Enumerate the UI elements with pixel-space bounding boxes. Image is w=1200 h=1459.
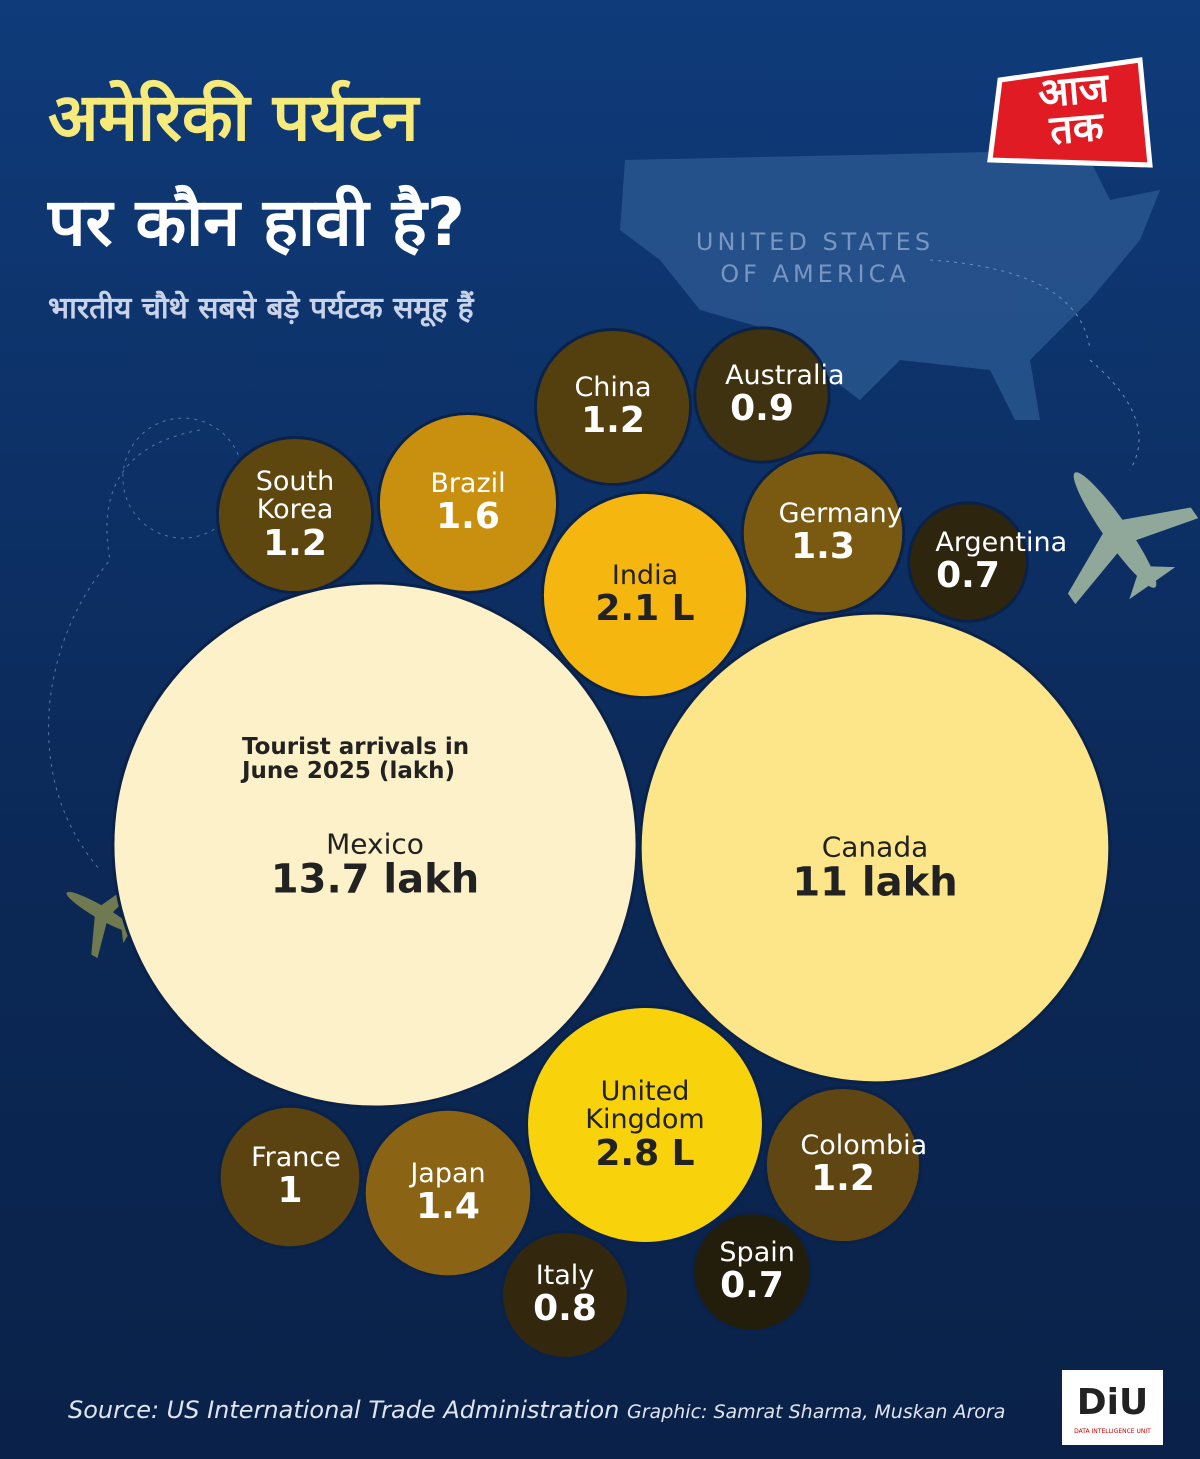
badge-sub: DATA INTELLIGENCE UNIT [1074,1428,1151,1435]
category-label: Germany [778,497,903,529]
bubble-label: Colombia 1.2 [800,1129,928,1200]
value-label: 2.1 L [595,588,695,630]
source: Source: US International Trade Administr… [68,1396,1005,1424]
value-label: 1.2 [581,400,645,442]
category-label: Brazil [430,467,506,499]
logo [987,57,1153,168]
value-label: 1 [277,1170,303,1212]
category-label: Canada [821,830,929,864]
credit: Graphic: Samrat Sharma, Muskan Arora [627,1401,1006,1423]
value-label: 1.3 [791,526,855,568]
source-text: Source: US International Trade Administr… [68,1396,620,1424]
value-label: 0.9 [730,388,794,430]
value-label: 1.2 [263,522,327,564]
subtitle: भारतीय चौथे सबसे बड़े पर्यटक समूह हैं [48,291,474,326]
bubble [763,1085,923,1245]
value-label: 0.8 [533,1288,597,1330]
bubble [217,1104,363,1250]
bubble [376,411,560,595]
value-label: 1.6 [436,496,500,538]
usa-map [620,150,1160,420]
bubble [500,1230,630,1360]
category-label: France [251,1141,341,1173]
value-label: 1.2 [811,1158,875,1200]
badge-box [1062,1370,1163,1445]
bubble-label: South Korea 1.2 [252,465,337,564]
map-label-line: OF AMERICA [720,260,910,288]
bubble-label: Italy 0.8 [530,1259,600,1330]
bubble-label: Mexico 13.7 lakh [225,827,525,903]
bubble-label: Germany 1.3 [778,497,903,568]
flight-path [929,259,1140,471]
bubble [362,1107,534,1279]
bubble-label: United Kingdom 2.8 L [580,1075,710,1174]
bubble-label: Japan 1.4 [402,1157,494,1228]
category-label: Japan [410,1157,486,1189]
bubble [740,450,906,616]
map-label: UNITED STATES OF AMERICA [690,228,940,288]
category-label: South Korea [255,465,335,526]
bubble [111,581,639,1109]
bubble [691,1211,813,1333]
category-label: Spain [719,1236,795,1268]
bubble [525,1005,765,1245]
category-label: Mexico [326,827,424,861]
logo-text: आज तक [1036,65,1111,155]
bubble [907,501,1029,623]
map-label-line: UNITED STATES [695,228,935,256]
value-label: 1.4 [416,1186,480,1228]
bubble [693,326,831,464]
flight-path [48,417,244,871]
category-label: Colombia [800,1129,928,1161]
value-label: 2.8 L [595,1132,695,1174]
bubble [533,327,693,487]
category-label: Australia [725,359,845,391]
bubble-label: France 1 [251,1141,341,1212]
bubble-label: Canada 11 lakh [725,830,1025,906]
category-label: Italy [535,1259,595,1291]
value-label: 0.7 [720,1265,784,1307]
badge: DiU [1076,1382,1149,1423]
value-label: 13.7 lakh [270,856,480,903]
title: अमेरिकी पर्यटन [48,79,419,156]
bubble-label: China 1.2 [570,371,655,442]
bubble-label: Spain 0.7 [719,1236,795,1307]
bubble [215,435,375,595]
bubble-label: Australia 0.9 [725,359,845,430]
title: पर कौन हावी है? [48,184,466,261]
bubble [540,490,750,700]
bubble-label: Brazil 1.6 [419,467,518,538]
plane [1067,472,1199,605]
bubble-label: India 2.1 L [589,559,702,630]
value-label: 11 lakh [792,859,958,906]
value-label: 0.7 [936,555,1000,597]
bubble-label: Argentina0.7 [935,528,1067,597]
note: Tourist arrivals in June 2025 (lakh) [242,733,470,784]
category-label: Argentina [935,528,1067,557]
category-label: United Kingdom [585,1075,705,1136]
category-label: China [574,371,652,403]
category-label: India [611,559,679,591]
bubble [638,611,1112,1085]
